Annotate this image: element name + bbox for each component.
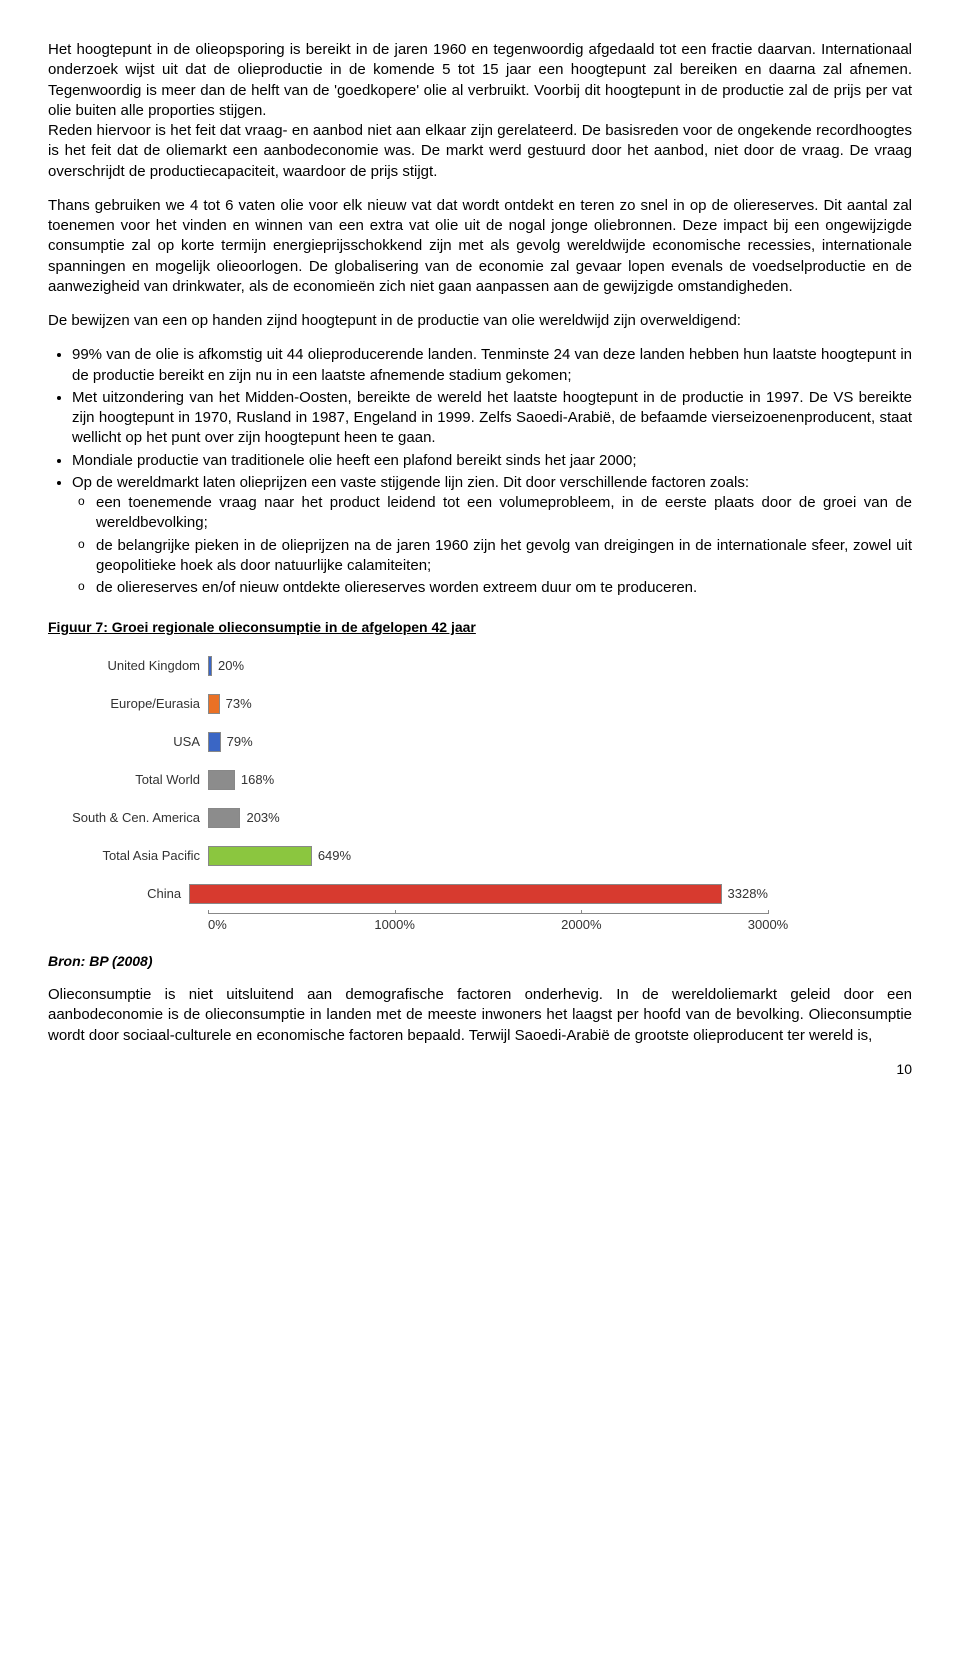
chart-row-label: Total Asia Pacific [48,847,208,865]
chart-row: USA 79% [48,723,768,761]
bar-chart: United Kingdom 20% Europe/Eurasia 73% USA 79%… [48,647,768,934]
chart-value-label: 79% [227,733,253,751]
paragraph-1: Het hoogtepunt in de olieopsporing is be… [48,40,912,182]
chart-bar [208,732,221,752]
chart-row-label: United Kingdom [48,657,208,675]
chart-value-label: 203% [246,809,279,827]
bullet-1: 99% van de olie is afkomstig uit 44 olie… [72,345,912,386]
paragraph-4: De bewijzen van een op handen zijnd hoog… [48,311,912,331]
chart-row-label: USA [48,733,208,751]
chart-row: United Kingdom 20% [48,647,768,685]
chart-bar [208,656,212,676]
sub-bullet-list: een toenemende vraag naar het product le… [72,493,912,598]
chart-bar [189,884,721,904]
chart-row: South & Cen. America 203% [48,799,768,837]
chart-bar-cell: 79% [208,723,768,761]
chart-bar-cell: 168% [208,761,768,799]
chart-tick: 2000% [561,916,601,934]
chart-row: Total World 168% [48,761,768,799]
sub-bullet-2: de belangrijke pieken in de olieprijzen … [96,536,912,577]
chart-bar-cell: 20% [208,647,768,685]
chart-row-label: Europe/Eurasia [48,695,208,713]
chart-value-label: 73% [226,695,252,713]
bullet-2: Met uitzondering van het Midden-Oosten, … [72,388,912,449]
chart-tick: 3000% [748,916,788,934]
closing-paragraph: Olieconsumptie is niet uitsluitend aan d… [48,985,912,1046]
paragraph-1b: Reden hiervoor is het feit dat vraag- en… [48,122,912,180]
chart-bar [208,770,235,790]
chart-row: Europe/Eurasia 73% [48,685,768,723]
chart-bar [208,694,220,714]
chart-bar-cell: 3328% [189,875,768,913]
chart-bar-cell: 203% [208,799,768,837]
chart-value-label: 3328% [728,885,768,903]
chart-bar-cell: 73% [208,685,768,723]
chart-tick: 0% [208,916,227,934]
chart-value-label: 20% [218,657,244,675]
chart-row-label: South & Cen. America [48,809,208,827]
bullet-4: Op de wereldmarkt laten olieprijzen een … [72,473,912,599]
paragraph-3: Thans gebruiken we 4 tot 6 vaten olie vo… [48,196,912,297]
chart-row-label: China [48,885,189,903]
sub-bullet-3: de oliereserves en/of nieuw ontdekte oli… [96,578,912,598]
chart-row-label: Total World [48,771,208,789]
chart-x-axis: 0%1000%2000%3000% [208,913,768,934]
chart-bar [208,808,240,828]
chart-bar [208,846,312,866]
chart-value-label: 168% [241,771,274,789]
paragraph-1a: Het hoogtepunt in de olieopsporing is be… [48,41,912,119]
chart-row: Total Asia Pacific 649% [48,837,768,875]
chart-tick: 1000% [374,916,414,934]
chart-bar-cell: 649% [208,837,768,875]
bullet-list: 99% van de olie is afkomstig uit 44 olie… [48,345,912,598]
bullet-4-text: Op de wereldmarkt laten olieprijzen een … [72,474,749,491]
chart-value-label: 649% [318,847,351,865]
page-number: 10 [48,1060,912,1079]
figure-source: Bron: BP (2008) [48,952,912,971]
figure-title: Figuur 7: Groei regionale olieconsumptie… [48,618,912,637]
sub-bullet-1: een toenemende vraag naar het product le… [96,493,912,534]
chart-row: China 3328% [48,875,768,913]
bullet-3: Mondiale productie van traditionele olie… [72,451,912,471]
